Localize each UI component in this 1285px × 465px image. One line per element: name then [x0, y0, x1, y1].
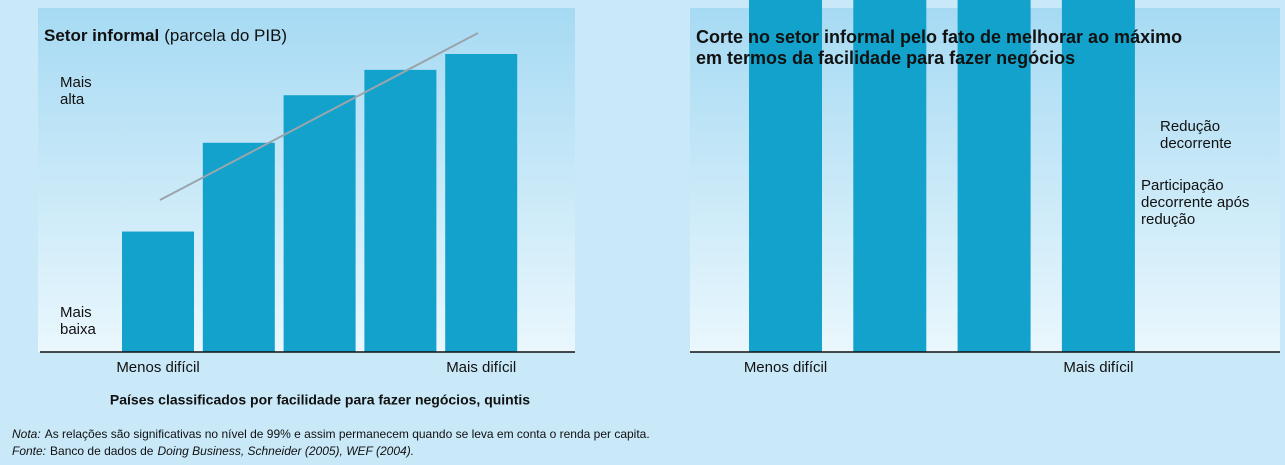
x-tick-label: Menos difícil	[116, 359, 199, 376]
source-text: Banco de dados de	[50, 444, 154, 458]
title: Setor informal	[44, 26, 159, 45]
trend-line	[159, 32, 479, 201]
x-tick-label: Mais difícil	[446, 359, 516, 376]
chart-title: Setor informal (parcela do PIB)	[44, 26, 287, 45]
chart-title: Corte no setor informal pelo fato de mel…	[696, 27, 1183, 68]
legend-entry: Redução decorrente	[1160, 118, 1232, 152]
x-tick-label: Mais difícil	[1063, 359, 1133, 376]
x-axis-label: Países classificados por facilidade para…	[110, 392, 530, 408]
bar-segment	[749, 0, 822, 352]
bar-segment	[1061, 0, 1135, 352]
bar	[283, 95, 356, 352]
bar	[364, 69, 437, 353]
x-tick-label: Menos difícil	[744, 359, 827, 376]
bar-segment	[957, 0, 1031, 352]
note-label: Nota:	[12, 427, 41, 441]
subtitle: (parcela do PIB)	[164, 26, 287, 45]
note: Nota: As relações são significativas no n…	[12, 427, 650, 442]
bar-segment	[853, 0, 927, 352]
note-text: As relações são significativas no nível …	[44, 427, 650, 441]
y-label-high: Mais alta	[60, 74, 92, 108]
bar	[122, 231, 194, 352]
y-label-low: Mais baixa	[60, 304, 96, 338]
source-italic: Doing Business, Schneider (2005), WEF (2…	[157, 444, 415, 458]
source-label: Fonte:	[12, 444, 47, 458]
legend-entry: Participação decorrente após redução	[1141, 177, 1250, 228]
bar	[202, 142, 275, 352]
bar	[445, 54, 518, 353]
source: Fonte: Banco de dados de Doing Business, S…	[12, 444, 414, 459]
